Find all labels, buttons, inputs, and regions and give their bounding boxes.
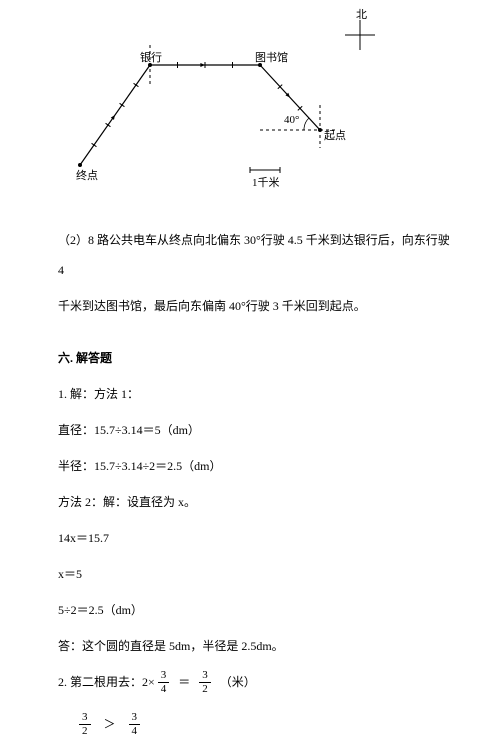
section-title: 六. 解答题 — [58, 343, 458, 373]
solution-p3: 半径：15.7÷3.14÷2＝2.5（dm） — [58, 451, 458, 481]
content-area: （2）8 路公共电车从终点向北偏东 30°行驶 4.5 千米到达银行后，向东行驶… — [58, 225, 458, 745]
solution-p1: 1. 解：方法 1： — [58, 379, 458, 409]
solution-p6: x＝5 — [58, 559, 458, 589]
spacer — [58, 327, 458, 337]
fraction-2: 3 2 — [199, 669, 211, 694]
eq-text-c: （米） — [220, 667, 256, 697]
library-label: 图书馆 — [255, 49, 288, 65]
eq-equals: ＝ — [178, 667, 190, 697]
map-diagram: 北 银行 图书馆 起点 终点 1千米 40° — [50, 10, 410, 190]
north-label: 北 — [356, 6, 367, 22]
solution-p7: 5÷2＝2.5（dm） — [58, 595, 458, 625]
solution-p8: 答：这个圆的直径是 5dm，半径是 2.5dm。 — [58, 631, 458, 661]
bank-label: 银行 — [140, 49, 162, 65]
end-label: 终点 — [76, 167, 98, 183]
fraction-1: 3 4 — [158, 669, 170, 694]
eq-text-a: 2. 第二根用去：2× — [58, 667, 155, 697]
fraction-4: 3 4 — [129, 711, 141, 736]
paragraph-line2: 千米到达图书馆，最后向东偏南 40°行驶 3 千米回到起点。 — [58, 291, 458, 321]
angle-label: 40° — [284, 114, 299, 126]
solution-p2: 直径：15.7÷3.14＝5（dm） — [58, 415, 458, 445]
start-label: 起点 — [324, 127, 346, 143]
equation-line-1: 2. 第二根用去：2× 3 4 ＝ 3 2 （米） — [58, 667, 458, 697]
solution-p5: 14x＝15.7 — [58, 523, 458, 553]
equation-line-2: 3 2 ＞ 3 4 — [76, 709, 458, 739]
scale-label: 1千米 — [252, 174, 280, 190]
diagram-svg — [50, 10, 410, 190]
fraction-3: 3 2 — [79, 711, 91, 736]
greater-than: ＞ — [104, 709, 116, 739]
paragraph-line1: （2）8 路公共电车从终点向北偏东 30°行驶 4.5 千米到达银行后，向东行驶… — [58, 225, 458, 285]
solution-p4: 方法 2：解：设直径为 x。 — [58, 487, 458, 517]
